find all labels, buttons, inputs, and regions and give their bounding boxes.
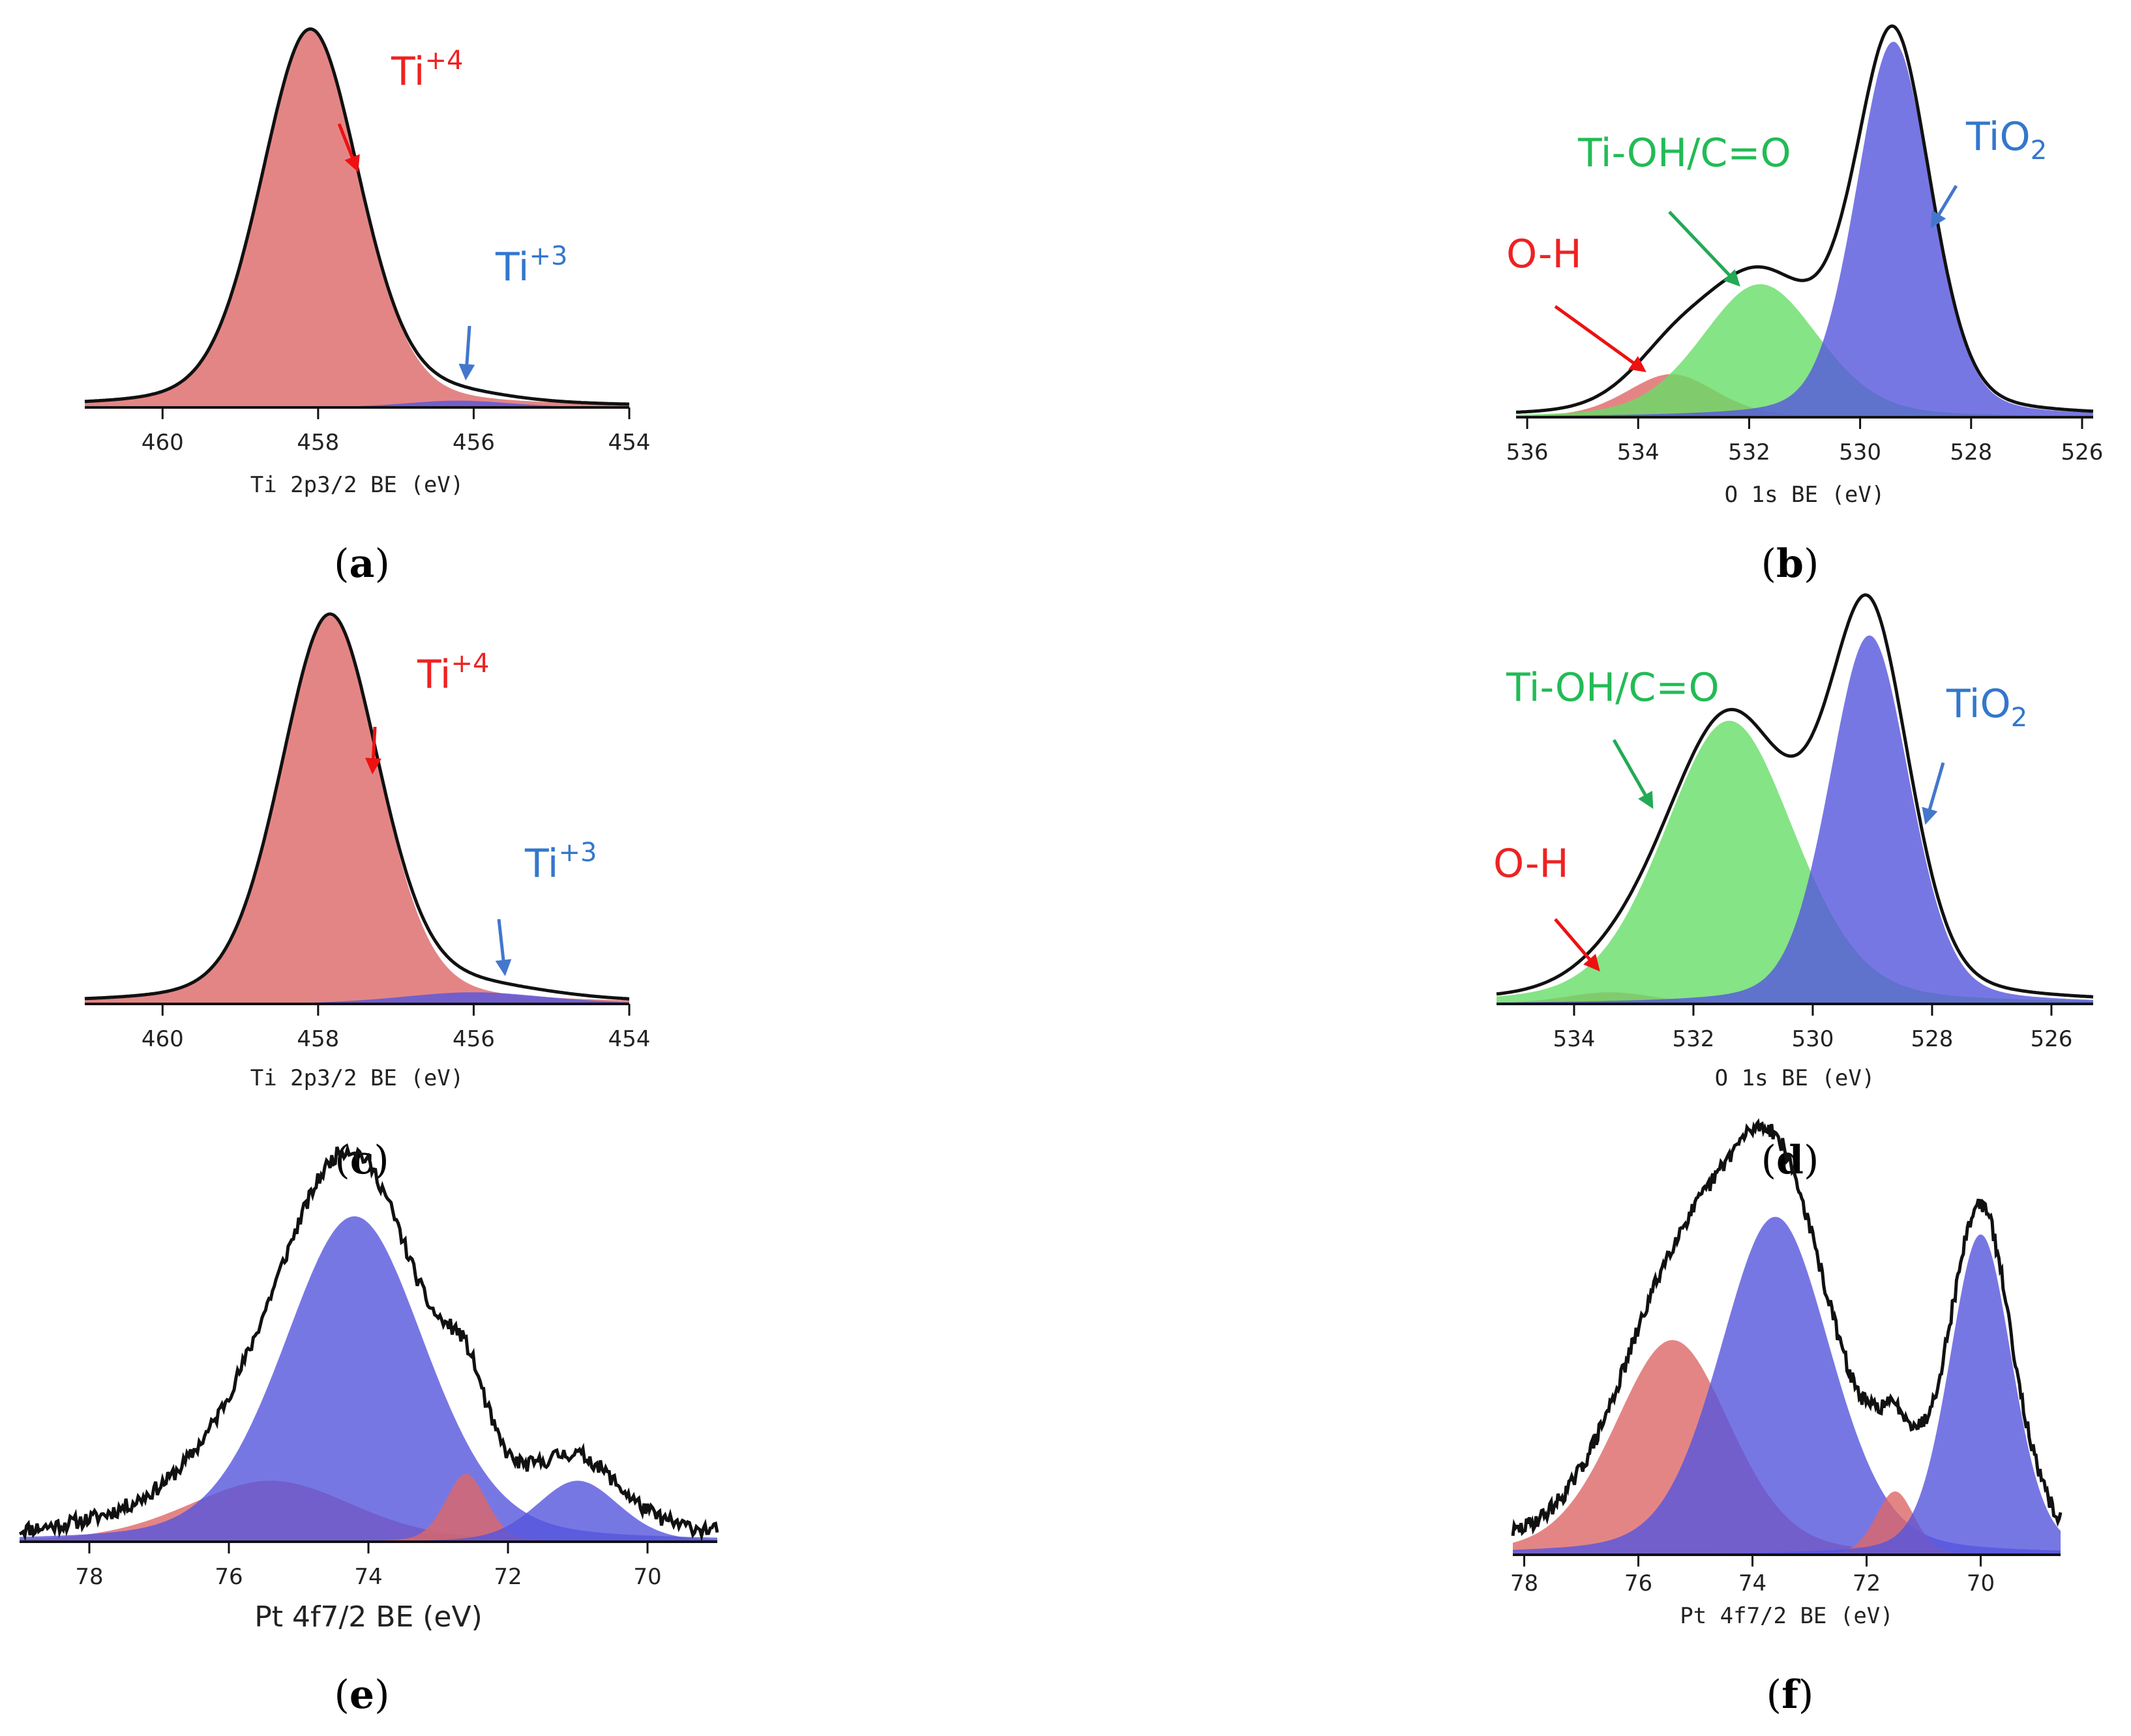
- annotation-arrow: [458, 325, 475, 381]
- x-tick-label: 530: [1839, 439, 1881, 465]
- panel-f: 78 76 74 72 70 Pt 4f7/2 BE (eV) (f): [1510, 1118, 2063, 1718]
- panel-d: 534 532 530 528 526 O 1s BE (eV) O-H Ti-OH/C=O T…: [1493, 593, 2094, 1183]
- x-tick-label: 72: [494, 1564, 522, 1590]
- peak-ti-4: [85, 29, 629, 407]
- x-tick-label: 454: [608, 430, 651, 456]
- x-tick-label: 70: [1967, 1570, 1995, 1596]
- x-axis-label: Pt 4f7/2 BE (eV): [1680, 1603, 1894, 1629]
- envelope-line: [19, 1143, 719, 1542]
- panel-caption: (a): [334, 541, 390, 587]
- x-tick-label: 532: [1672, 1026, 1714, 1052]
- annotation-arrow: [1554, 918, 1600, 972]
- annotation-arrow: [337, 123, 360, 173]
- annotation-arrow: [1668, 211, 1740, 287]
- annotation-label: O-H: [1506, 231, 1582, 277]
- annotation-label: Ti-OH/C=O: [1506, 665, 1720, 711]
- x-tick-label: 76: [1624, 1570, 1652, 1596]
- x-tick-label: 460: [142, 1026, 184, 1052]
- panel-caption: (e): [334, 1672, 389, 1718]
- x-tick-label: 534: [1617, 439, 1660, 465]
- annotation-label: Ti+4: [391, 46, 463, 95]
- peak-ti-3: [85, 400, 629, 407]
- x-tick-label: 70: [633, 1564, 661, 1590]
- annotation-arrow: [1922, 762, 1945, 825]
- peak-ti-4: [85, 616, 629, 1004]
- envelope-line: [1515, 24, 2094, 414]
- annotation-label: Ti-OH/C=O: [1577, 130, 1791, 176]
- x-axis-label: Pt 4f7/2 BE (eV): [254, 1600, 483, 1634]
- x-tick-label: 76: [215, 1564, 243, 1590]
- x-tick-label: 534: [1553, 1026, 1595, 1052]
- x-tick-label: 72: [1853, 1570, 1881, 1596]
- x-tick-label: 458: [297, 1026, 339, 1052]
- x-axis-label: Ti 2p3/2 BE (eV): [250, 472, 464, 498]
- x-tick-label: 526: [2030, 1026, 2072, 1052]
- peak-pt-blue-right: [1513, 1234, 2061, 1555]
- x-tick-label: 528: [1911, 1026, 1953, 1052]
- annotation-arrow: [365, 726, 381, 774]
- envelope-line: [84, 612, 630, 1001]
- annotation-label: Ti+3: [495, 241, 567, 290]
- annotation-label: TiO2: [1965, 114, 2047, 166]
- peak-tio2: [1497, 635, 2093, 1004]
- envelope-line: [1511, 1118, 2063, 1537]
- peak-pt-blue-small: [20, 1480, 717, 1542]
- annotation-label: O-H: [1493, 841, 1569, 887]
- peak-pt-blue-main: [20, 1216, 717, 1542]
- panel-caption: (f): [1766, 1672, 1814, 1718]
- annotation-label: TiO2: [1946, 681, 2027, 733]
- peak-ti-oh-c-o: [1497, 720, 2093, 1004]
- annotation-arrow: [495, 919, 512, 977]
- x-axis-label: O 1s BE (eV): [1725, 482, 1885, 508]
- panel-e: 78 76 74 72 70 Pt 4f7/2 BE (eV) (e): [19, 1143, 719, 1718]
- peak-pt-blue-main: [1513, 1216, 2061, 1555]
- x-tick-label: 456: [453, 430, 495, 456]
- x-tick-label: 74: [354, 1564, 382, 1590]
- peak-ti-oh-c-o: [1516, 284, 2093, 417]
- annotation-label: Ti+4: [417, 649, 489, 698]
- x-tick-label: 456: [453, 1026, 495, 1052]
- x-tick-label: 532: [1728, 439, 1770, 465]
- panel-b: 536 534 532 530 528 526 O 1s BE (eV) O-H Ti-OH/C…: [1506, 24, 2104, 587]
- x-tick-label: 460: [142, 430, 184, 456]
- panel-caption: (b): [1761, 541, 1819, 587]
- x-tick-label: 78: [75, 1564, 103, 1590]
- x-axis-label: O 1s BE (eV): [1715, 1065, 1875, 1091]
- panel-a: 460 458 456 454 Ti 2p3/2 BE (eV) Ti+4 Ti+3 (a): [84, 27, 651, 587]
- peak-pt-red-broad: [1513, 1340, 2061, 1555]
- x-tick-label: 78: [1510, 1570, 1538, 1596]
- x-tick-label: 458: [297, 430, 339, 456]
- x-tick-label: 454: [608, 1026, 651, 1052]
- peak-tio2: [1516, 42, 2093, 418]
- annotation-arrow: [1612, 739, 1654, 809]
- x-axis-label: Ti 2p3/2 BE (eV): [250, 1065, 464, 1091]
- annotation-arrow: [1554, 304, 1647, 372]
- x-tick-label: 526: [2061, 439, 2104, 465]
- x-tick-label: 530: [1791, 1026, 1834, 1052]
- annotation-label: Ti+3: [524, 838, 597, 887]
- peak-ti-3: [85, 992, 629, 1004]
- x-tick-label: 528: [1950, 439, 1992, 465]
- annotation-arrow: [1930, 184, 1958, 229]
- envelope-line: [1496, 593, 2094, 999]
- x-tick-label: 74: [1738, 1570, 1766, 1596]
- x-tick-label: 536: [1506, 439, 1549, 465]
